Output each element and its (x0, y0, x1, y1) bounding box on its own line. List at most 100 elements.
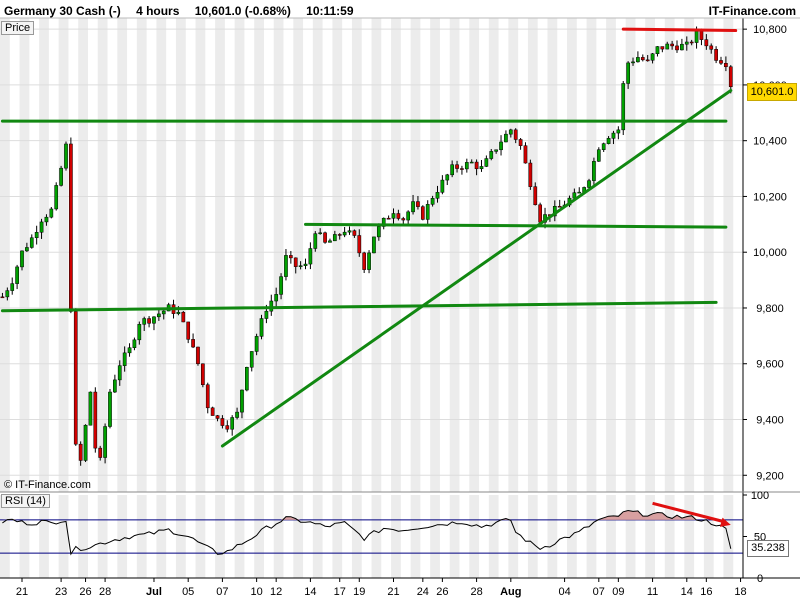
x-tick-label: 12 (270, 586, 282, 598)
price-panel-label: Price (1, 21, 35, 35)
day-stripe (684, 495, 695, 578)
day-stripe (469, 18, 480, 492)
candle-body (137, 324, 142, 341)
day-stripe (195, 18, 206, 492)
x-tick-label: 14 (304, 586, 316, 598)
day-stripe (449, 495, 460, 578)
x-tick-label: 18 (734, 586, 746, 598)
day-stripe (410, 18, 421, 492)
x-tick-label: 16 (700, 586, 712, 598)
day-stripe (351, 495, 362, 578)
resistance-top (621, 27, 738, 33)
candle-body (367, 252, 371, 270)
candle-body (254, 336, 259, 352)
candle-body (284, 255, 288, 277)
rsi-last-value: 35.238 (747, 540, 789, 557)
candle-body (684, 41, 689, 45)
rsi-line (2, 509, 732, 556)
candle-body (342, 231, 347, 236)
day-stripe (156, 495, 167, 578)
candle-body (176, 311, 181, 314)
day-stripe (391, 495, 401, 578)
candle-body (303, 263, 308, 266)
day-stripe (234, 18, 245, 492)
day-stripe (508, 18, 519, 492)
candle-body (157, 313, 161, 318)
candle-body (611, 132, 616, 139)
day-stripe (606, 495, 616, 578)
candle-body (577, 191, 582, 194)
candle-body (362, 252, 367, 270)
rsi-overbought-fill (2, 510, 731, 520)
day-stripe (175, 495, 186, 578)
candle-body (416, 201, 420, 207)
candle-body (132, 339, 137, 348)
day-stripe (332, 18, 343, 492)
candle-body (293, 257, 298, 267)
y-tick-label: 9,800 (756, 303, 784, 315)
candle-body (704, 39, 709, 47)
rsi-tick-label: 0 (757, 573, 763, 585)
day-stripe (645, 495, 656, 578)
candle-body (69, 143, 73, 312)
day-stripe (547, 18, 558, 492)
day-stripe (19, 495, 30, 578)
day-stripe (391, 18, 401, 492)
x-tick-label: 04 (558, 586, 570, 598)
candle-body (724, 62, 728, 68)
candle-body (201, 363, 205, 386)
day-stripe (723, 18, 734, 492)
day-stripe (58, 18, 69, 492)
candle-body (25, 247, 29, 252)
y-tick-label: 10,000 (753, 247, 787, 259)
candle-body (298, 265, 303, 267)
day-stripe (547, 495, 558, 578)
candle-body (636, 57, 640, 63)
x-tick-label: Jul (146, 586, 162, 598)
candle-body (93, 391, 98, 449)
axes: 9,200 9,400 9,600 9,800 10,000 10,200 10,400 10… (0, 17, 800, 598)
candle-body (430, 198, 435, 205)
candle-body (64, 143, 68, 169)
day-stripe (78, 495, 88, 578)
candle-body (513, 129, 518, 140)
day-stripe (195, 495, 206, 578)
x-tick-label: 17 (334, 586, 346, 598)
candle-body (376, 226, 381, 238)
day-stripe (410, 495, 421, 578)
x-tick-label: 28 (99, 586, 111, 598)
day-stripe (430, 495, 440, 578)
candle-body (357, 235, 362, 254)
candle-body (83, 424, 88, 461)
candle-body (308, 248, 313, 265)
candle-body (122, 352, 127, 366)
quote: 10,601.0 (-0.68%) (194, 4, 291, 18)
rsi-panel (0, 501, 743, 556)
candle-body (347, 230, 352, 233)
candle-body (508, 129, 513, 135)
candle-body (288, 255, 293, 259)
x-tick-label: 23 (55, 586, 67, 598)
day-stripe (488, 495, 499, 578)
candle-body (15, 266, 19, 284)
candle-body (210, 407, 215, 416)
candle-body (230, 417, 235, 430)
candle-body (352, 230, 357, 236)
day-stripe (293, 495, 304, 578)
candle-body (460, 168, 464, 170)
candle-body (249, 351, 254, 368)
candle-body (445, 174, 450, 181)
day-stripe (215, 495, 225, 578)
x-tick-label: 26 (436, 586, 448, 598)
candle-body (420, 206, 425, 220)
candle-body (205, 384, 210, 409)
day-stripe (136, 495, 147, 578)
candle-body (10, 283, 15, 291)
brand: IT-Finance.com (708, 4, 796, 18)
candle-body (709, 45, 714, 50)
day-stripe (664, 495, 675, 578)
candle-body (650, 53, 655, 61)
timeframe: 4 hours (136, 4, 180, 18)
x-tick-label: 24 (417, 586, 429, 598)
candle-body (499, 141, 503, 151)
